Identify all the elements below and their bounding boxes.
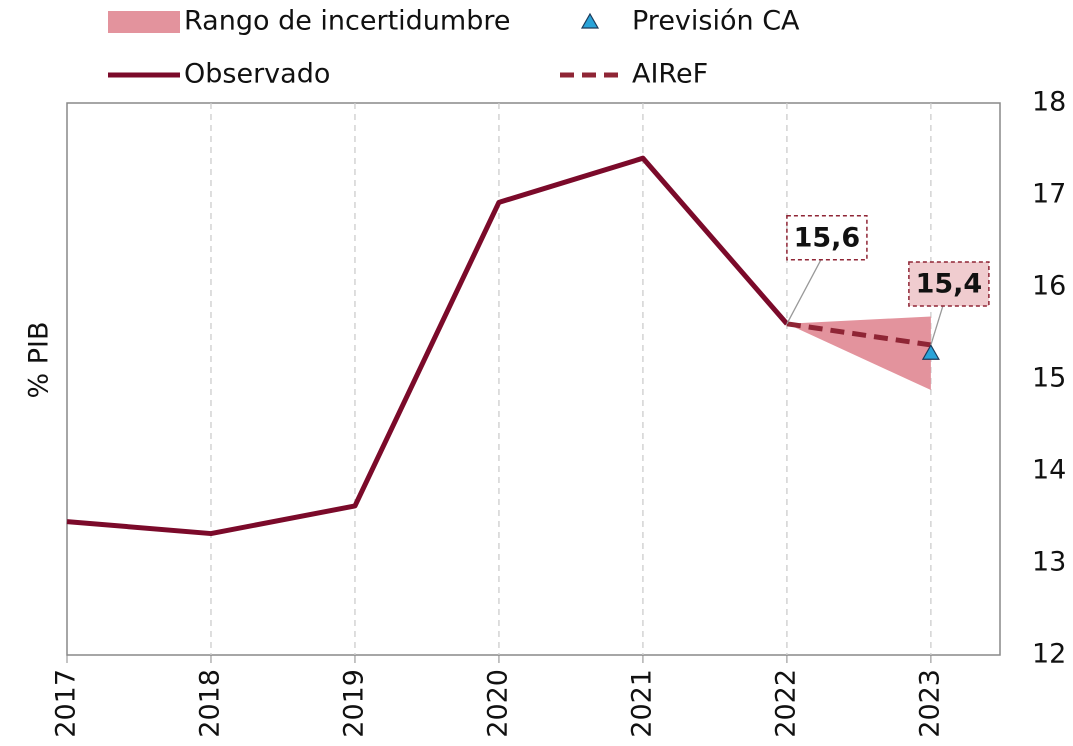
label-box [786, 215, 868, 261]
y-tick-label: 15 [1032, 363, 1066, 394]
leader-line [930, 305, 944, 346]
y-tick-label: 16 [1032, 271, 1066, 302]
legend-label: Observado [184, 59, 330, 90]
y-axis-label: % PIB [24, 321, 55, 398]
y-tick-label: 13 [1032, 547, 1066, 578]
x-tick-label: 2017 [51, 669, 82, 738]
uncertainty-band [786, 316, 931, 391]
legend-label: Rango de incertidumbre [184, 6, 510, 37]
y-tick-label: 12 [1032, 639, 1066, 670]
legend-label: AIReF [632, 59, 708, 90]
y-tick-label: 14 [1032, 455, 1066, 486]
legend-swatch [108, 11, 180, 33]
x-tick-label: 2023 [914, 669, 945, 738]
legend-swatch [580, 12, 600, 29]
y-tick-label: 17 [1032, 179, 1066, 210]
leader-line [786, 259, 822, 325]
observed-line [66, 155, 789, 537]
y-tick-label: 18 [1032, 87, 1066, 118]
forecast-marker [921, 344, 940, 360]
forecast-line [786, 321, 932, 348]
x-tick-label: 2021 [626, 669, 657, 738]
label-box [908, 261, 990, 307]
x-tick-label: 2018 [194, 669, 225, 738]
x-tick-label: 2022 [770, 669, 801, 738]
legend-label: Previsión CA [632, 6, 800, 37]
data-label: 15,4 [916, 268, 983, 299]
x-tick-label: 2019 [338, 669, 369, 738]
plot-frame [66, 102, 1001, 656]
data-label: 15,6 [794, 222, 861, 253]
x-tick-label: 2020 [482, 669, 513, 738]
